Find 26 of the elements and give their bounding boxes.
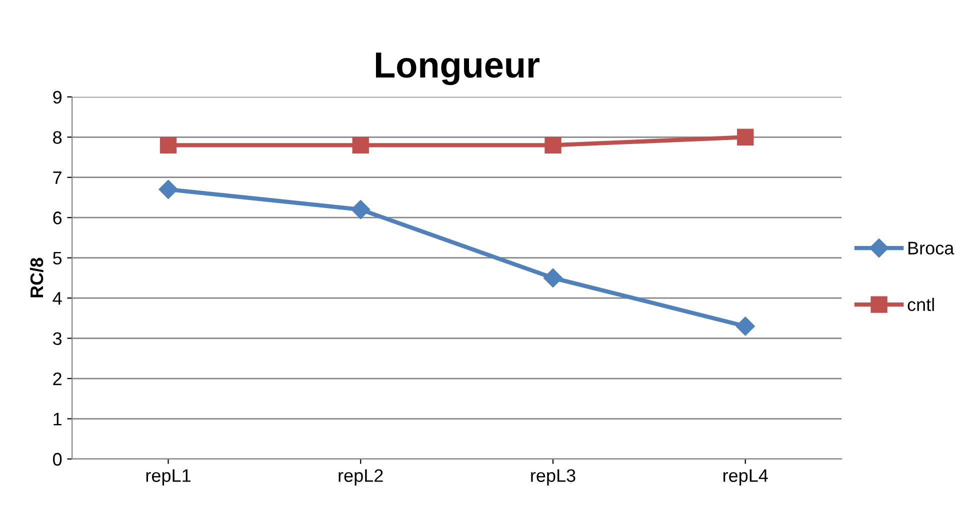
point	[351, 200, 370, 220]
point	[160, 136, 177, 154]
point	[352, 136, 369, 154]
y-tick-label: 9	[53, 90, 62, 104]
y-axis-title: RC/8	[30, 258, 44, 298]
x-tick-label: repL3	[531, 469, 576, 486]
point	[736, 316, 755, 336]
y-tick-label: 0	[53, 452, 62, 466]
x-tick-label: repL2	[338, 469, 383, 486]
y-tick-label: 3	[53, 332, 62, 346]
legend-label: Broca	[908, 242, 954, 255]
y-tick-label: 4	[52, 292, 62, 305]
y-tick-label: 8	[53, 131, 62, 144]
y-tick-label: 2	[53, 372, 62, 386]
point	[158, 180, 178, 199]
y-tick-label: 7	[53, 171, 62, 184]
chart-title: Longueur	[376, 52, 540, 86]
point	[544, 136, 562, 154]
legend-label: cntl	[908, 298, 934, 312]
x-tick-label: repL4	[723, 469, 768, 486]
point	[543, 268, 563, 288]
y-tick-label: 1	[54, 412, 62, 426]
y-tick-label: 6	[53, 212, 62, 224]
point	[737, 128, 754, 146]
x-tick-label: repL1	[146, 469, 190, 486]
y-tick-label: 5	[53, 252, 62, 265]
